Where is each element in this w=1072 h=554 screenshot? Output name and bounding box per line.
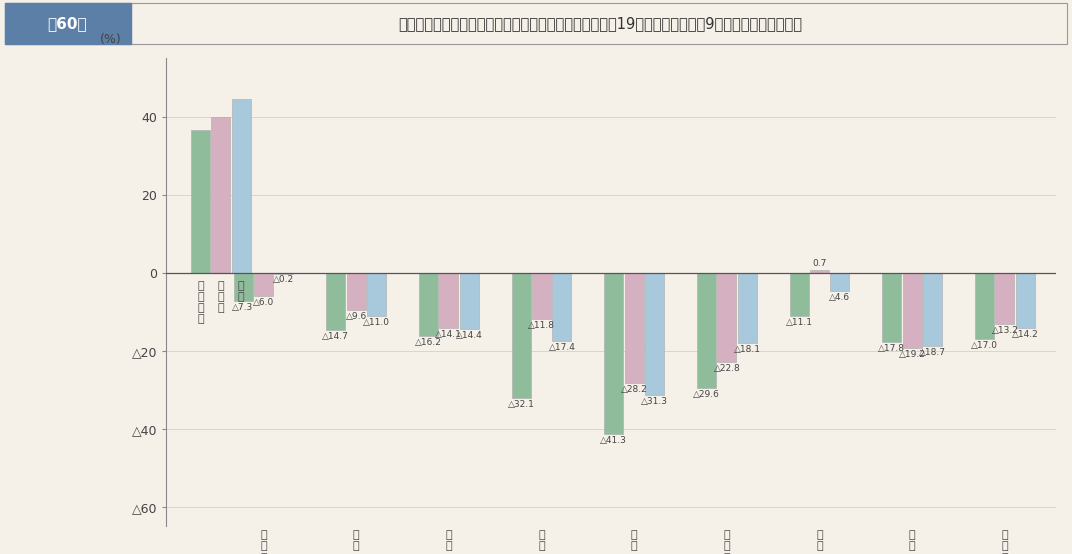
Text: 第60図: 第60図 (48, 16, 87, 31)
Text: △11.0: △11.0 (363, 317, 390, 327)
Bar (211, 117, 230, 273)
Text: 0.7: 0.7 (813, 259, 827, 268)
Bar (234, 273, 253, 301)
Text: 都
道
府
県: 都 道 府 県 (197, 280, 204, 324)
Bar (232, 99, 251, 273)
Text: 議
会
・
総
務: 議 会 ・ 総 務 (260, 530, 267, 554)
Bar (831, 273, 849, 291)
Text: △4.6: △4.6 (830, 293, 850, 301)
Text: △14.2: △14.2 (1012, 330, 1039, 339)
Bar (1016, 273, 1034, 328)
Text: 衛
生: 衛 生 (538, 530, 545, 551)
Text: 農
林
水
産: 農 林 水 産 (724, 530, 730, 554)
Text: △17.4: △17.4 (549, 342, 576, 352)
Bar (367, 273, 386, 316)
Text: 市
町
村: 市 町 村 (218, 280, 224, 313)
Bar (254, 273, 273, 296)
Text: △31.3: △31.3 (641, 397, 668, 406)
Text: △17.0: △17.0 (971, 341, 998, 350)
Text: △32.1: △32.1 (508, 400, 535, 409)
Bar (191, 130, 210, 273)
Bar (790, 273, 808, 316)
Text: (%): (%) (100, 33, 121, 47)
Text: △29.6: △29.6 (694, 390, 720, 399)
Bar (738, 273, 757, 343)
Text: 税
務: 税 務 (353, 530, 359, 551)
Text: 民
生: 民 生 (446, 530, 452, 551)
Text: △11.1: △11.1 (786, 318, 813, 327)
Bar (532, 273, 551, 319)
Text: △14.4: △14.4 (456, 331, 482, 340)
Text: 一般行政関係職員の部門別、団体種類別増減状況（平成19年４月１日と平成9年４月１日との比較）: 一般行政関係職員の部門別、団体種類別増減状況（平成19年４月１日と平成9年４月１… (399, 16, 802, 31)
Bar (645, 273, 664, 395)
Bar (326, 273, 345, 330)
Text: △14.7: △14.7 (323, 332, 349, 341)
Text: 一
般
行
政
関
係
職
員
合
計: 一 般 行 政 関 係 職 員 合 計 (1001, 530, 1009, 554)
FancyBboxPatch shape (5, 3, 131, 44)
Bar (419, 273, 438, 336)
Text: △13.2: △13.2 (992, 326, 1018, 335)
Text: 合
計: 合 計 (238, 280, 244, 302)
Text: △22.8: △22.8 (714, 363, 741, 373)
Text: △17.8: △17.8 (878, 344, 906, 353)
Bar (625, 273, 643, 383)
Bar (810, 270, 829, 273)
Text: △19.2: △19.2 (898, 350, 926, 358)
Bar (717, 273, 736, 362)
Bar (440, 273, 459, 328)
Bar (552, 273, 571, 341)
Text: △41.3: △41.3 (600, 436, 627, 445)
Bar (697, 273, 716, 388)
Text: △9.6: △9.6 (345, 312, 367, 321)
Bar (460, 273, 479, 329)
Text: 労
働: 労 働 (631, 530, 638, 551)
Text: 土
木: 土 木 (909, 530, 915, 551)
Text: △14.1: △14.1 (435, 330, 462, 338)
Text: △18.1: △18.1 (734, 345, 761, 355)
Bar (605, 273, 623, 434)
Text: △18.7: △18.7 (919, 347, 947, 357)
Bar (923, 273, 942, 346)
Bar (274, 273, 294, 274)
Bar (346, 273, 366, 310)
Text: 商
工: 商 工 (816, 530, 823, 551)
Bar (976, 273, 994, 339)
Text: △7.3: △7.3 (233, 303, 254, 312)
Text: △0.2: △0.2 (273, 275, 295, 284)
Text: △6.0: △6.0 (253, 298, 274, 307)
Text: △11.8: △11.8 (528, 321, 555, 330)
Bar (996, 273, 1014, 324)
Bar (882, 273, 902, 342)
Bar (903, 273, 922, 347)
Bar (511, 273, 531, 398)
Text: △16.2: △16.2 (415, 338, 442, 347)
Text: △28.2: △28.2 (621, 384, 647, 394)
